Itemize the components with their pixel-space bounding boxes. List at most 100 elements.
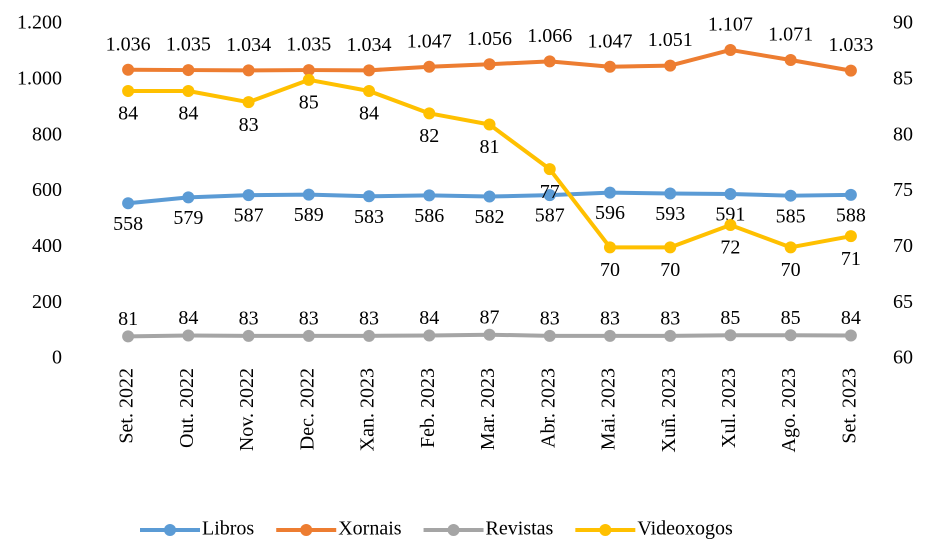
marker [603, 60, 616, 73]
marker [664, 329, 677, 342]
x-tick-label: Xan. 2023 [357, 368, 379, 451]
x-tick-label: Feb. 2023 [417, 368, 439, 448]
marker [603, 241, 616, 254]
marker [363, 64, 376, 77]
x-tick-label: Xuñ. 2023 [658, 368, 680, 452]
data-label: 591 [715, 204, 745, 226]
y2-tick-label: 90 [893, 12, 913, 34]
y2-tick-label: 60 [893, 347, 913, 369]
data-label: 1.035 [166, 34, 211, 56]
marker [664, 241, 677, 254]
x-tick-label: Ago. 2023 [778, 368, 800, 452]
marker [483, 118, 496, 131]
marker [603, 186, 616, 199]
legend-label: Revistas [486, 518, 554, 540]
data-label: 579 [173, 207, 203, 229]
marker [242, 64, 255, 77]
x-tick-label: Mar. 2023 [477, 368, 499, 450]
marker [483, 328, 496, 341]
data-label: 1.047 [587, 30, 632, 52]
marker [664, 59, 677, 72]
marker [724, 219, 737, 231]
marker [844, 64, 857, 77]
marker [182, 85, 195, 97]
marker [182, 64, 195, 77]
data-label: 1.034 [226, 34, 271, 56]
marker [724, 329, 737, 342]
marker [423, 329, 436, 342]
marker [844, 188, 857, 201]
marker [242, 96, 255, 109]
data-label: 596 [595, 202, 625, 224]
data-label: 1.051 [648, 29, 693, 51]
data-label: 583 [354, 206, 384, 228]
data-label: 84 [118, 103, 138, 125]
data-label: 85 [781, 307, 801, 329]
data-label: 81 [480, 136, 500, 158]
legend-label: Xornais [338, 518, 402, 540]
data-label: 558 [113, 213, 143, 235]
marker [543, 329, 556, 342]
marker [423, 189, 436, 202]
data-label: 84 [178, 307, 198, 329]
marker [363, 329, 376, 342]
data-label: 588 [836, 204, 866, 226]
marker [423, 107, 436, 120]
marker [844, 329, 857, 342]
marker [122, 197, 135, 210]
marker [122, 330, 135, 343]
y2-tick-label: 65 [893, 291, 913, 313]
marker [363, 85, 376, 97]
data-label: 77 [540, 181, 560, 203]
y-tick-label: 400 [32, 235, 62, 257]
marker [302, 73, 315, 86]
data-label: 1.056 [467, 28, 512, 50]
x-tick-label: Out. 2022 [176, 368, 198, 448]
data-label: 1.066 [527, 25, 572, 47]
y-tick-label: 200 [32, 291, 62, 313]
data-label: 70 [781, 259, 801, 281]
legend-label: Libros [202, 518, 254, 540]
marker [784, 54, 797, 67]
y2-tick-label: 85 [893, 67, 913, 89]
marker [182, 191, 195, 204]
marker [483, 58, 496, 71]
marker [543, 189, 556, 202]
legend-marker [447, 524, 460, 536]
marker [784, 329, 797, 342]
data-label: 84 [359, 103, 379, 125]
marker [122, 85, 135, 97]
y-tick-label: 1.200 [17, 12, 62, 34]
marker [122, 63, 135, 76]
data-label: 87 [480, 306, 500, 328]
data-label: 85 [299, 91, 319, 113]
marker [242, 329, 255, 342]
marker [483, 190, 496, 203]
data-label: 589 [294, 204, 324, 226]
x-tick-label: Abr. 2023 [537, 368, 559, 448]
legend-marker [599, 524, 612, 536]
data-label: 81 [118, 308, 138, 330]
data-label: 586 [414, 205, 444, 227]
data-label: 1.071 [768, 24, 813, 46]
data-label: 1.033 [828, 34, 873, 56]
marker [543, 163, 556, 176]
x-tick-label: Xul. 2023 [718, 368, 740, 448]
legend-marker [300, 524, 313, 536]
marker [784, 189, 797, 202]
marker [724, 43, 737, 56]
y2-tick-label: 75 [893, 179, 913, 201]
y-tick-label: 800 [32, 123, 62, 145]
x-tick-label: Dec. 2022 [296, 368, 318, 450]
x-tick-label: Mai. 2023 [598, 368, 620, 450]
marker [242, 189, 255, 202]
data-label: 1.034 [347, 34, 392, 56]
marker [664, 187, 677, 200]
marker [543, 55, 556, 68]
data-label: 1.047 [407, 30, 452, 52]
y2-tick-label: 70 [893, 235, 913, 257]
data-label: 1.107 [708, 14, 753, 36]
data-label: 582 [475, 206, 505, 228]
marker [182, 329, 195, 342]
